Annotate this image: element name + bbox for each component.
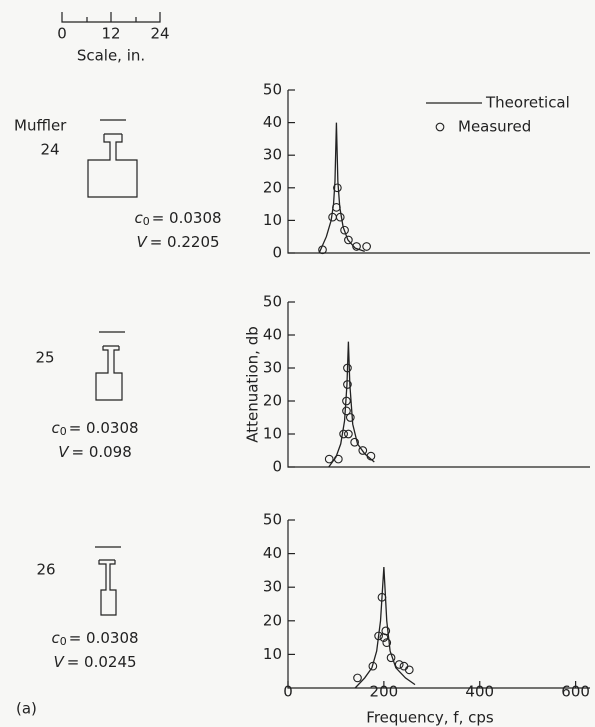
x-tick-label: 600 <box>561 683 590 701</box>
y-tick-label: 40 <box>263 326 282 344</box>
y-tick-label: 20 <box>263 392 282 410</box>
y-tick-label: 10 <box>263 425 282 443</box>
theoretical-curve <box>354 566 416 689</box>
c-subscript: 0 <box>60 425 67 438</box>
measured-point <box>366 451 376 461</box>
muffler-drawing <box>95 546 121 616</box>
measured-point <box>399 661 409 671</box>
muffler-number: 24 <box>40 141 59 159</box>
measured-point <box>339 429 348 439</box>
c-value: = 0.0308 <box>69 629 139 647</box>
scale-label: Scale, in. <box>77 47 145 65</box>
y-tick-label: 40 <box>263 544 282 562</box>
muffler-number: 25 <box>35 349 54 367</box>
y-tick-label: 10 <box>263 645 282 663</box>
y-tick-label: 0 <box>272 458 282 476</box>
v-symbol: V <box>58 443 70 461</box>
c-symbol: c <box>134 209 143 227</box>
scale-tick: 24 <box>150 25 169 43</box>
axes <box>287 90 590 254</box>
y-tick-label: 30 <box>263 146 282 164</box>
measured-point <box>386 653 396 663</box>
measured-point <box>333 454 343 464</box>
measured-point <box>352 242 361 251</box>
y-tick-label: 20 <box>263 178 282 196</box>
y-tick-label: 20 <box>263 611 282 629</box>
y-axis-label: Attenuation, db <box>244 326 262 443</box>
measured-point <box>394 660 404 669</box>
y-tick-label: 50 <box>263 81 282 99</box>
c-subscript: 0 <box>60 635 67 648</box>
muffler-number: 26 <box>36 561 55 579</box>
y-tick-label: 0 <box>272 244 282 262</box>
y-tick-label: 10 <box>263 211 282 229</box>
measured-point <box>353 673 362 683</box>
scale-bar <box>61 12 161 23</box>
c-subscript: 0 <box>143 215 150 228</box>
x-axis-label: Frequency, f, cps <box>366 709 494 727</box>
legend-marker <box>435 122 445 132</box>
c-symbol: c <box>51 419 60 437</box>
y-tick-label: 30 <box>263 578 282 596</box>
measured-point <box>404 665 414 675</box>
muffler-drawing <box>87 119 138 198</box>
x-tick-label: 200 <box>370 683 399 701</box>
measured-point <box>342 406 351 416</box>
v-symbol: V <box>53 653 65 671</box>
measured-point <box>343 380 352 389</box>
c-parameter: c0 = 0.0308 <box>51 629 138 649</box>
v-value: = 0.2205 <box>150 233 220 251</box>
measured-point <box>362 242 371 251</box>
c-symbol: c <box>51 629 60 647</box>
measured-point <box>335 212 345 222</box>
scale-tick: 0 <box>57 25 67 43</box>
v-value: = 0.0245 <box>67 653 137 671</box>
muffler-heading: Muffler <box>14 117 67 135</box>
c-parameter: c0 = 0.0308 <box>51 419 138 439</box>
c-value: = 0.0308 <box>69 419 139 437</box>
muffler-drawing <box>95 331 125 401</box>
v-value: = 0.098 <box>71 443 131 461</box>
theoretical-curve <box>328 341 375 468</box>
measured-point <box>342 396 351 406</box>
measured-point <box>350 437 359 447</box>
c-value: = 0.0308 <box>152 209 222 227</box>
v-symbol: V <box>136 233 148 251</box>
measured-point <box>381 626 391 636</box>
measured-point <box>324 454 334 464</box>
y-tick-label: 40 <box>263 113 282 131</box>
measured-point <box>344 235 353 245</box>
panel-label: (a) <box>16 700 37 718</box>
axes <box>287 302 590 468</box>
measured-point <box>377 592 387 602</box>
scale-tick: 12 <box>101 25 120 43</box>
y-tick-label: 50 <box>263 293 282 311</box>
measured-point <box>345 413 355 422</box>
measured-point <box>318 245 327 255</box>
x-tick-label: 0 <box>283 683 293 701</box>
y-tick-label: 30 <box>263 359 282 377</box>
measured-point <box>333 183 342 193</box>
measured-point <box>344 429 353 439</box>
measured-point <box>382 638 392 647</box>
measured-point <box>332 203 341 212</box>
axes <box>287 520 590 689</box>
v-parameter: V = 0.2205 <box>136 233 219 251</box>
measured-point <box>358 446 368 455</box>
measured-point <box>368 661 378 671</box>
x-tick-label: 400 <box>465 683 494 701</box>
measured-point <box>340 225 349 235</box>
measured-point <box>343 363 352 373</box>
v-parameter: V = 0.0245 <box>53 653 136 671</box>
legend-label: Measured <box>458 118 531 136</box>
c-parameter: c0 = 0.0308 <box>134 209 221 229</box>
measured-point <box>374 631 383 641</box>
theoretical-curve <box>318 122 365 254</box>
legend-label: Theoretical <box>485 94 570 112</box>
v-parameter: V = 0.098 <box>58 443 132 461</box>
y-tick-label: 50 <box>263 511 282 529</box>
